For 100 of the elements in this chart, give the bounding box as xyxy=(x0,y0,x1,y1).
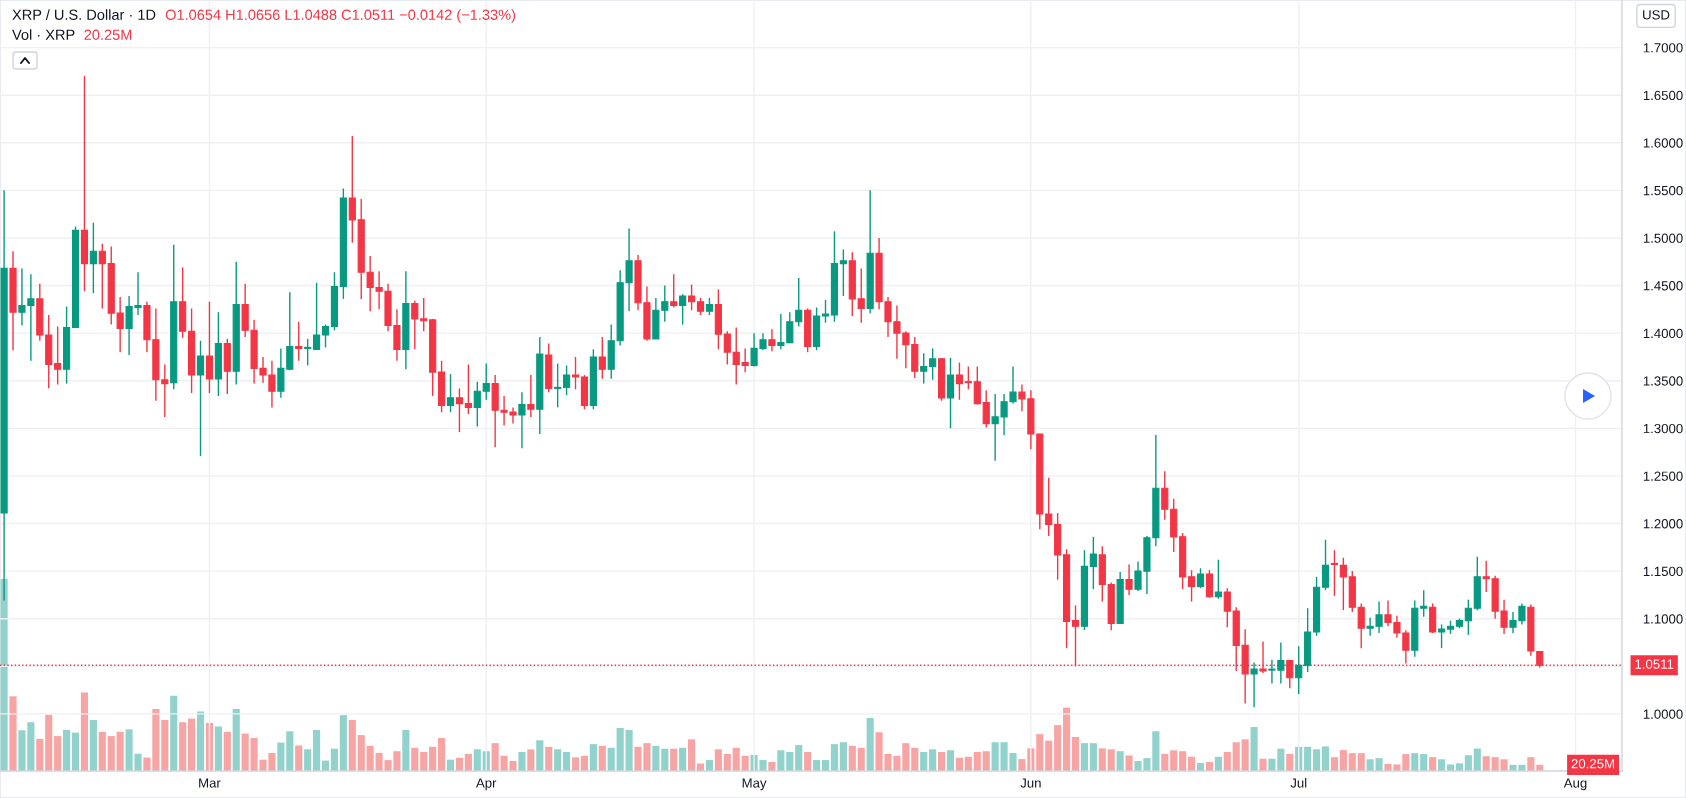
text: 20.25M xyxy=(1571,759,1614,769)
candlestick xyxy=(1223,587,1231,628)
candlestick xyxy=(411,300,419,351)
bar xyxy=(438,737,446,771)
bar xyxy=(839,742,847,771)
bar xyxy=(63,729,71,771)
bar xyxy=(1241,739,1249,771)
candlestick xyxy=(670,273,678,309)
bar xyxy=(929,749,937,771)
bar xyxy=(1482,756,1490,771)
bar xyxy=(813,760,821,771)
bar xyxy=(420,751,428,771)
bar xyxy=(214,726,222,771)
candlestick xyxy=(1250,661,1258,708)
bar xyxy=(161,719,169,771)
bar xyxy=(777,750,785,771)
bar xyxy=(1125,755,1133,771)
bar xyxy=(795,745,803,771)
bar xyxy=(518,751,526,771)
bar xyxy=(1116,751,1124,771)
bar xyxy=(1473,748,1481,771)
bar xyxy=(920,751,928,771)
bar xyxy=(679,747,687,771)
bar xyxy=(1429,757,1437,771)
candlestick xyxy=(312,282,321,351)
bar xyxy=(804,751,812,771)
bar xyxy=(80,692,89,771)
candlestick xyxy=(920,352,928,385)
bar xyxy=(348,719,356,771)
bar xyxy=(196,711,205,771)
candlestick xyxy=(929,347,937,381)
bar xyxy=(1161,753,1169,771)
candlestick xyxy=(955,361,964,401)
candlestick xyxy=(455,387,464,433)
candlestick xyxy=(687,283,696,311)
bar xyxy=(527,749,535,771)
candlestick xyxy=(1420,589,1428,618)
bar xyxy=(45,714,53,771)
bar xyxy=(232,708,240,771)
candlestick xyxy=(982,389,990,429)
bar xyxy=(1286,753,1294,771)
bar xyxy=(964,756,972,771)
y-axis-title: USD xyxy=(1643,10,1670,20)
candlestick xyxy=(527,374,535,418)
y-tick-label: 1.1000 xyxy=(1643,614,1683,624)
candlestick xyxy=(1161,470,1169,521)
y-tick-label: 1.4000 xyxy=(1643,328,1683,339)
candlestick xyxy=(1321,539,1330,591)
bar xyxy=(938,751,946,771)
bar xyxy=(277,742,285,771)
bar xyxy=(911,747,919,771)
bar xyxy=(554,749,562,771)
candlestick xyxy=(1205,569,1214,599)
y-tick-label: 1.1500 xyxy=(1643,566,1683,577)
y-tick-label: 1.3000 xyxy=(1643,423,1683,434)
bar xyxy=(1330,757,1338,771)
bar xyxy=(607,747,615,771)
bar xyxy=(732,747,740,771)
bar xyxy=(429,746,437,771)
chart-title: XRP / U.S. Dollar · 1D xyxy=(12,9,156,20)
bar xyxy=(786,751,794,771)
bar xyxy=(1045,740,1053,771)
text: O1.0654 H1.0656 L1.0488 C1.0511 −0.0142 (−1.33%) xyxy=(165,9,516,23)
candlestick xyxy=(518,391,526,450)
bar xyxy=(1304,746,1312,771)
x-tick-label: Jul xyxy=(1290,777,1307,788)
bar xyxy=(1223,751,1231,771)
bar xyxy=(1063,707,1071,771)
y-tick-label: 1.5500 xyxy=(1643,185,1683,196)
bar xyxy=(1232,742,1240,771)
bar xyxy=(536,740,544,771)
candlestick xyxy=(1045,477,1053,537)
bar xyxy=(973,751,981,771)
candlestick xyxy=(1464,598,1472,636)
candlestick xyxy=(446,373,455,413)
candlestick xyxy=(1187,569,1196,603)
bar xyxy=(1357,753,1365,771)
candlestick xyxy=(554,362,562,409)
candlestick xyxy=(973,365,981,406)
bar xyxy=(241,733,249,771)
candlestick xyxy=(54,325,62,386)
bar xyxy=(339,715,347,771)
bar xyxy=(563,751,571,771)
x-tick-label: Aug xyxy=(1563,778,1587,791)
candlestick xyxy=(1339,557,1347,611)
bar xyxy=(741,755,749,771)
candlestick xyxy=(946,357,955,430)
bar xyxy=(1107,749,1115,771)
chart-title: Vol · XRP xyxy=(12,29,75,40)
bar xyxy=(982,751,990,771)
x-tick-label: Mar xyxy=(199,778,221,788)
candlestick xyxy=(89,222,97,294)
bar xyxy=(0,579,8,771)
bar xyxy=(1313,749,1321,771)
bar xyxy=(1464,755,1472,771)
y-tick-label: 1.7000 xyxy=(1643,43,1683,53)
candlestick xyxy=(1125,563,1133,596)
bar xyxy=(1089,743,1097,771)
bar xyxy=(625,729,633,771)
bar xyxy=(295,745,303,771)
